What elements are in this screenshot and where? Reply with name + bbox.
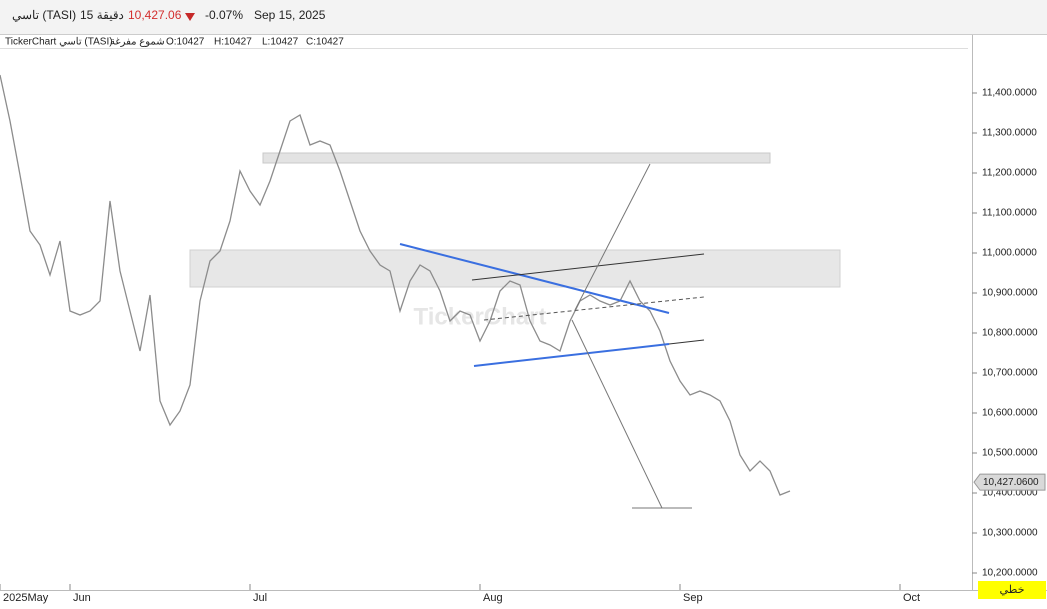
x-tick-label: 2025May [3,592,49,604]
channel-line [668,339,705,345]
y-tick-label: 10,400.0000 [982,488,1038,499]
legend-source: TickerChart تاسي (TASI) [5,37,113,48]
price: 10,427.06 [128,8,182,22]
y-tick-label: 10,800.0000 [982,328,1038,339]
zone [262,152,771,164]
chart-type-button[interactable] [978,581,1046,599]
trend-line [473,343,670,367]
watermark: TickerChart [414,303,547,330]
y-tick-label: 11,000.0000 [982,248,1037,259]
projection-line [571,319,663,509]
x-tick-label: Oct [903,592,920,604]
symbol: تاسي (TASI) [12,8,76,22]
change: -0.07% [205,8,243,22]
trend-line [399,243,670,314]
y-tick-label: 10,600.0000 [982,408,1038,419]
interval: 15 دقيقة [80,8,124,22]
last-price-label: 10,427.0600 [983,477,1039,488]
legend-low: L:10427 [262,37,299,48]
last-price-tag [973,473,1046,491]
y-tick-label: 10,900.0000 [982,288,1038,299]
price-line [0,74,791,496]
legend-high: H:10427 [214,37,252,48]
legend-close: C:10427 [306,37,344,48]
y-tick-label: 11,100.0000 [982,208,1037,219]
y-tick-label: 10,700.0000 [982,368,1038,379]
x-tick-label: Jul [253,592,267,604]
legend-open: O:10427 [166,37,205,48]
projection-line [574,163,651,311]
dashed-line [483,296,705,321]
down-arrow [185,13,195,21]
date: Sep 15, 2025 [254,8,326,22]
legend-style: شموع مفرغة [110,37,165,48]
y-tick-label: 10,300.0000 [982,528,1038,539]
y-tick-label: 10,500.0000 [982,448,1038,459]
channel-line [471,253,705,281]
y-tick-label: 11,400.0000 [982,88,1037,99]
header-bar [0,0,1047,34]
y-tick-label: 11,300.0000 [982,128,1037,139]
x-tick-label: Aug [483,592,503,604]
chart-type-label: خطي [1000,584,1025,596]
y-tick-label: 10,200.0000 [982,568,1038,579]
x-tick-label: Sep [683,592,703,604]
zone [189,249,841,288]
y-tick-label: 11,200.0000 [982,168,1037,179]
x-tick-label: Jun [73,592,91,604]
